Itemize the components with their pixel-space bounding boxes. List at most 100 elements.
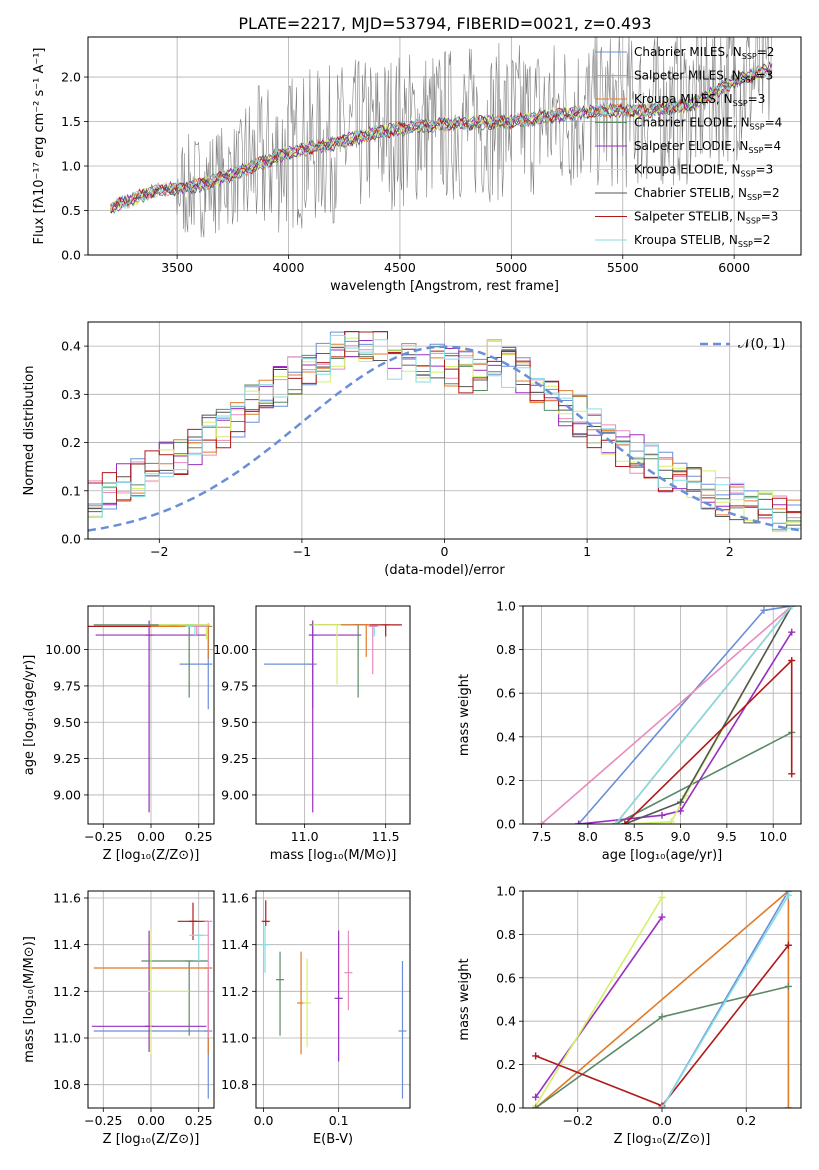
legend-suffix: =3 (761, 210, 779, 224)
x-tick-label: 8.0 (578, 829, 598, 844)
massweight-point (788, 606, 796, 610)
y-tick-label: 1.0 (61, 159, 81, 174)
panel-spectrum: 3500 4000 4500 5000 5500 6000 0.0 0.5 1.0 1.5 2.0 w… (32, 36, 802, 294)
y-tick-label: 0.0 (496, 817, 516, 832)
y-tick-label: 11.0 (53, 1031, 81, 1046)
x-axis-label: Z [log₁₀(Z/Z⊙)] (103, 1132, 200, 1147)
legend-name: Kroupa MILES, N (634, 92, 733, 106)
y-tick-label: 11.0 (221, 1031, 249, 1046)
figure-title: PLATE=2217, MJD=53794, FIBERID=0021, z=0… (238, 14, 651, 33)
x-tick-label: 5500 (607, 260, 639, 275)
x-tick-label: 0.0 (254, 1113, 274, 1128)
panel-massweight-vs-Z: −0.2 0.0 0.2 0.0 0.2 0.4 0.6 0.8 1.0 Z [log₁₀(Z/Z… (457, 884, 802, 1147)
legend-name: Salpeter MILES, N (634, 69, 741, 83)
x-axis-label: Z [log₁₀(Z/Z⊙)] (614, 1132, 711, 1147)
y-tick-label: 0.8 (496, 927, 516, 942)
x-tick-label: −1 (293, 544, 311, 559)
massweight-point (575, 820, 583, 824)
y-axis-label: Normed distribution (22, 366, 37, 496)
legend-label: Kroupa STELIB, NSSP=2 (634, 233, 771, 249)
plot-area (88, 331, 801, 539)
massweight-series-3 (615, 731, 793, 824)
y-tick-label: 9.75 (221, 678, 249, 693)
x-tick-label: 0.0 (652, 1113, 672, 1128)
legend-name: Chabrier STELIB, N (634, 186, 747, 200)
y-tick-label: 0.5 (61, 203, 81, 218)
y-tick-label: 10.00 (213, 642, 249, 657)
axes-frame (87, 890, 215, 1109)
massweight-point (784, 1104, 792, 1108)
massweight-point (677, 798, 685, 806)
x-tick-label: −0.25 (84, 1113, 122, 1128)
legend-label: Kroupa ELODIE, NSSP=3 (634, 163, 773, 179)
x-tick-label: 11.5 (372, 829, 400, 844)
massweight-series-4 (578, 631, 793, 824)
legend-suffix: =2 (757, 45, 775, 59)
massweight-point (658, 894, 666, 902)
y-tick-label: 0.8 (496, 642, 516, 657)
y-tick-label: 0.3 (61, 387, 81, 402)
x-axis-label: E(B-V) (313, 1132, 353, 1147)
plot-area (264, 620, 402, 813)
y-tick-label: 0.2 (496, 1057, 516, 1072)
massweight-point (658, 1013, 666, 1021)
legend-name: Salpeter STELIB, N (634, 210, 746, 224)
massweight-point (760, 606, 768, 614)
y-tick-label: 0.2 (61, 435, 81, 450)
panel-mass-vs-EBV: 0.0 0.1 10.8 11.0 11.2 11.4 11.6 E(B-V) (221, 890, 411, 1147)
massweight-point (658, 811, 666, 819)
x-axis-label: Z [log₁₀(Z/Z⊙)] (103, 848, 200, 863)
y-tick-label: 0.0 (61, 248, 81, 263)
y-tick-label: 9.25 (221, 751, 249, 766)
x-tick-label: 0.00 (137, 829, 165, 844)
legend-sub: SSP (741, 170, 756, 179)
massweight-series-8 (615, 606, 793, 824)
legend-sub: SSP (733, 99, 748, 108)
plot-area (538, 606, 796, 824)
x-tick-label: 6000 (718, 260, 750, 275)
massweight-series-0 (577, 606, 792, 824)
massweight-point (621, 820, 629, 824)
x-tick-label: 2 (726, 544, 734, 559)
massweight-point (538, 820, 546, 824)
x-tick-label: 0 (441, 544, 449, 559)
x-axis-label: wavelength [Angstrom, rest frame] (330, 279, 559, 294)
massweight-point (658, 1104, 666, 1108)
y-tick-label: 11.6 (53, 891, 81, 906)
x-tick-label: 7.5 (532, 829, 552, 844)
plot-area (88, 620, 213, 813)
x-axis-label: mass [log₁₀(M/M⊙)] (270, 848, 397, 863)
histogram-series-6 (88, 331, 801, 539)
massweight-series-1 (540, 606, 793, 824)
panel-age-vs-mass: 11.0 11.5 9.00 9.25 9.50 9.75 10.00 mass [log₁₀… (213, 605, 411, 863)
plot-area (532, 891, 792, 1108)
y-tick-label: 1.5 (61, 114, 81, 129)
y-tick-label: 1.0 (496, 884, 516, 899)
x-tick-label: 4500 (384, 260, 416, 275)
x-tick-label: 3500 (161, 260, 193, 275)
x-axis-label: age [log₁₀(age/yr)] (602, 848, 723, 863)
y-tick-label: 0.4 (496, 729, 516, 744)
legend-sub: SSP (742, 52, 757, 61)
y-tick-label: 9.25 (53, 751, 81, 766)
legend-name: Chabrier MILES, N (634, 45, 742, 59)
panel-residuals: −2 −1 0 1 2 0.0 0.1 0.2 0.3 0.4 (data-model)/error… (22, 321, 802, 578)
massweight-point (784, 891, 792, 899)
panel-mass-vs-Z: −0.25 0.00 0.25 10.8 11.0 11.2 11.4 11.6 Z [log₁… (22, 890, 215, 1147)
y-tick-label: 11.2 (221, 984, 249, 999)
x-tick-label: 0.2 (736, 1113, 756, 1128)
axes-frame (87, 605, 215, 825)
legend-suffix: =4 (763, 139, 781, 153)
x-tick-label: 11.0 (291, 829, 319, 844)
model-line-7 (110, 66, 772, 214)
y-axis-label: age [log₁₀(age/yr)] (22, 655, 37, 776)
x-tick-label: −0.2 (563, 1113, 593, 1128)
model-line-4 (110, 61, 773, 212)
panels: 3500 4000 4500 5000 5500 6000 0.0 0.5 1.0 1.5 2.0 w… (22, 36, 802, 1147)
y-tick-label: 10.00 (45, 642, 81, 657)
legend-suffix: =2 (762, 186, 780, 200)
x-tick-label: 0.1 (329, 1113, 349, 1128)
spectrum-data-line (110, 37, 772, 238)
y-tick-label: 11.2 (53, 984, 81, 999)
legend-sub: SSP (747, 193, 762, 202)
